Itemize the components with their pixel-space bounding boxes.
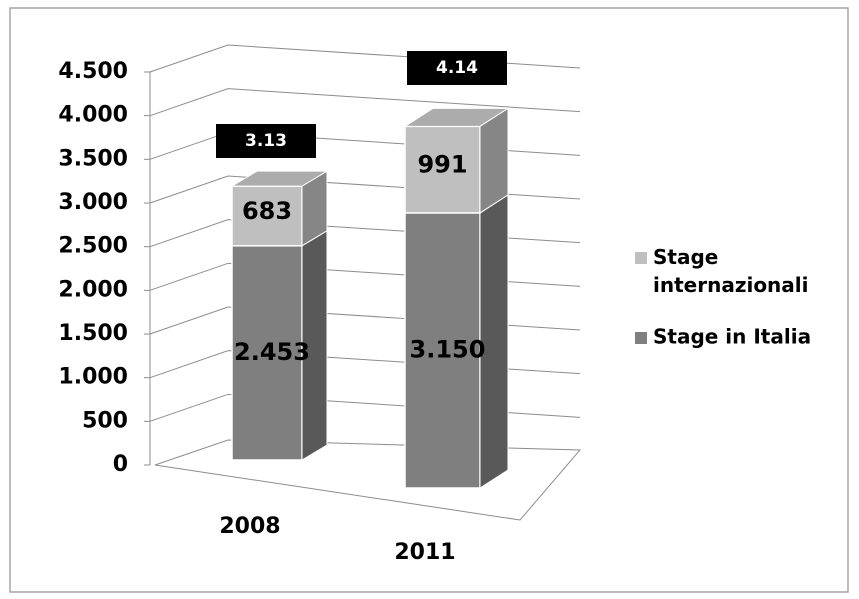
bar-segment bbox=[404, 125, 481, 214]
value-label: 2.453 bbox=[234, 338, 310, 366]
x-tick-label: 2008 bbox=[219, 514, 280, 539]
x-tick-label: 2011 bbox=[394, 540, 455, 565]
bar-top bbox=[403, 107, 510, 127]
y-tick-label: 3.500 bbox=[58, 146, 128, 171]
y-tick-label: 0 bbox=[113, 452, 128, 477]
floor bbox=[154, 439, 582, 521]
y-tick-label: 2.500 bbox=[58, 234, 128, 259]
total-label: 4.14 bbox=[436, 58, 478, 78]
grid-line bbox=[149, 88, 581, 117]
legend-swatch bbox=[635, 332, 647, 344]
total-label-box bbox=[216, 124, 316, 158]
bar-segment bbox=[231, 185, 303, 247]
value-label: 683 bbox=[242, 197, 292, 225]
legend-label: Stage internazionali bbox=[653, 245, 809, 297]
legend-swatch bbox=[635, 252, 647, 264]
y-tick-label: 3.000 bbox=[58, 190, 128, 215]
value-label: 3.150 bbox=[410, 335, 486, 363]
y-tick-label: 1.500 bbox=[58, 321, 128, 346]
y-tick-label: 4.500 bbox=[58, 59, 128, 84]
total-label: 3.13 bbox=[245, 131, 287, 151]
y-tick-label: 4.000 bbox=[58, 103, 128, 128]
y-tick-label: 2.000 bbox=[58, 277, 128, 302]
value-label: 991 bbox=[417, 151, 467, 179]
y-tick-label: 500 bbox=[82, 408, 128, 433]
bar-top bbox=[230, 170, 329, 187]
bar-segment bbox=[404, 212, 481, 489]
y-tick-label: 1.000 bbox=[58, 365, 128, 390]
total-label-box bbox=[407, 51, 507, 85]
legend-label: Stage in Italia bbox=[653, 325, 811, 349]
